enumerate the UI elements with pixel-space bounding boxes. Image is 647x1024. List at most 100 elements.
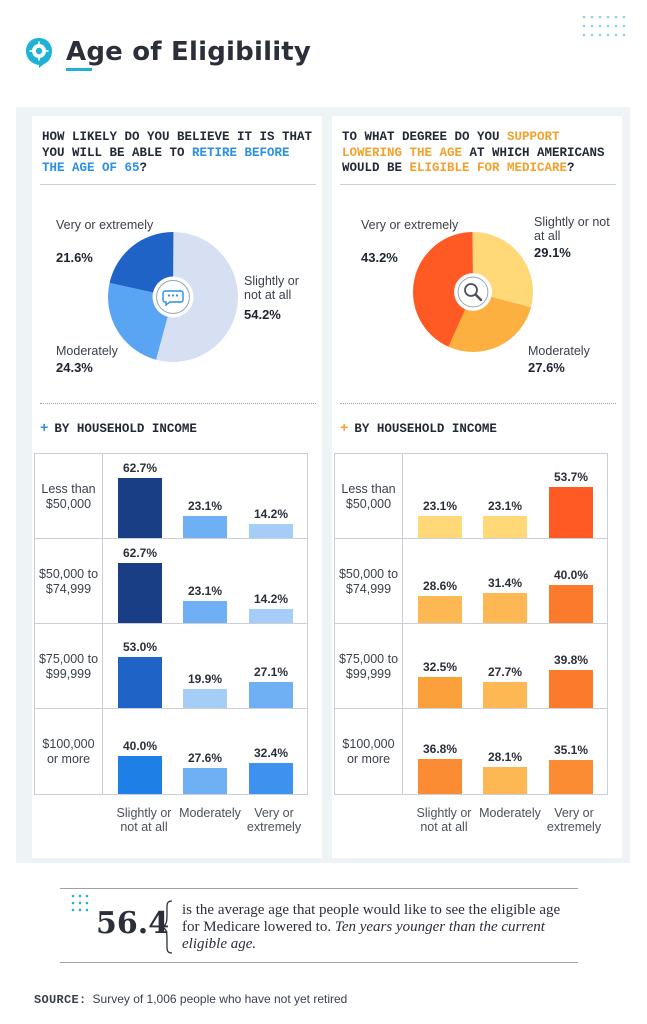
bar-value-label: 14.2% (253, 592, 289, 607)
right-by-income-heading: + BY HOUSEHOLD INCOME (340, 421, 497, 437)
column-label: Slightly or not at all (416, 806, 472, 834)
column-label: Very or extremely (546, 806, 602, 834)
divider (340, 184, 616, 185)
pie-slice-moderately (108, 282, 168, 360)
bar-value-label: 40.0% (553, 567, 589, 582)
column-label: Moderately (479, 806, 541, 820)
left-card: HOW LIKELY DO YOU BELIEVE IT IS THAT YOU… (32, 116, 322, 858)
bar-moderately (483, 681, 527, 708)
bar-moderately (183, 767, 227, 794)
left-donut-chart (108, 232, 239, 362)
right-pie-value-slightly: 29.1% (534, 245, 571, 260)
stat-description: is the average age that people would lik… (182, 902, 561, 952)
pie-slice-slightly-or-not-at-all (473, 232, 533, 308)
bar-slightly-or-not-at-all (418, 676, 462, 708)
right-pie-label-very: Very or extremely (361, 218, 459, 232)
bar-very-or-extremely (249, 609, 293, 623)
income-row: $75,000 to $99,999 53.0% 19.9% 27.1% (35, 624, 307, 709)
left-pie-value-very: 21.6% (56, 250, 93, 265)
income-row-label: $50,000 to $74,999 (335, 539, 403, 624)
left-pie-label-very: Very or extremely (56, 218, 154, 232)
dotted-divider (340, 403, 616, 404)
bar-moderately (183, 600, 227, 623)
right-card: TO WHAT DEGREE DO YOU SUPPORT LOWERING T… (332, 116, 622, 858)
bar-value-label: 14.2% (253, 507, 289, 522)
income-row: $50,000 to $74,999 28.6% 31.4% 40.0% (335, 539, 607, 624)
bar-slightly-or-not-at-all (118, 478, 162, 538)
column-label: Moderately (179, 806, 241, 820)
bar-very-or-extremely (549, 584, 593, 623)
bar-very-or-extremely (549, 486, 593, 538)
stat-bottom-rule (60, 962, 578, 963)
decorative-dots (71, 894, 89, 912)
bar-very-or-extremely (249, 763, 293, 794)
brace-icon (160, 900, 173, 954)
bar-value-label: 62.7% (122, 546, 158, 560)
bar-slightly-or-not-at-all (418, 758, 462, 794)
bar-value-label: 23.1% (487, 498, 523, 513)
income-row-label: $100,000 or more (35, 709, 103, 794)
income-row: Less than $50,000 62.7% 23.1% 14.2% (35, 454, 307, 539)
bar-slightly-or-not-at-all (418, 515, 462, 538)
left-pie-label-slightly: Slightly or not at all (244, 274, 299, 302)
bar-value-label: 39.8% (553, 652, 589, 667)
divider (40, 184, 316, 185)
income-row-label: $50,000 to $74,999 (35, 539, 103, 624)
left-pie-value-slightly: 54.2% (244, 307, 281, 322)
dotted-divider (40, 403, 316, 404)
bar-very-or-extremely (249, 682, 293, 708)
bar-value-label: 53.0% (122, 640, 158, 655)
bar-value-label: 23.1% (187, 498, 223, 513)
pie-slice-moderately (448, 296, 532, 352)
bar-value-label: 27.1% (253, 665, 289, 680)
bar-value-label: 31.4% (487, 575, 523, 590)
plus-icon: + (40, 421, 49, 437)
right-question: TO WHAT DEGREE DO YOU SUPPORT LOWERING T… (342, 130, 605, 175)
left-question: HOW LIKELY DO YOU BELIEVE IT IS THAT YOU… (42, 130, 313, 175)
right-pie-value-very: 43.2% (361, 250, 398, 265)
pie-slice-very-or-extremely (413, 232, 473, 347)
header: Age of Eligibility (22, 30, 311, 74)
left-by-income-heading: + BY HOUSEHOLD INCOME (40, 421, 197, 437)
bar-moderately (483, 767, 527, 794)
income-row-label: $75,000 to $99,999 (35, 624, 103, 709)
bar-moderately (183, 688, 227, 708)
income-row: Less than $50,000 23.1% 23.1% 53.7% (335, 454, 607, 539)
left-pie-value-moderately: 24.3% (56, 360, 93, 375)
income-row-label: Less than $50,000 (35, 454, 103, 539)
right-pie-label-moderately: Moderately (528, 344, 590, 358)
magnifier-icon (457, 276, 489, 308)
income-row: $75,000 to $99,999 32.5% 27.7% 39.8% (335, 624, 607, 709)
bar-slightly-or-not-at-all (118, 755, 162, 794)
column-label: Slightly or not at all (116, 806, 172, 834)
income-row: $100,000 or more 36.8% 28.1% 35.1% (335, 709, 607, 794)
pie-slice-very-or-extremely (109, 232, 174, 293)
bar-value-label: 23.1% (187, 583, 223, 598)
bar-very-or-extremely (549, 760, 593, 794)
left-pie-label-moderately: Moderately (56, 344, 118, 358)
bar-very-or-extremely (249, 524, 293, 538)
stat-top-rule (60, 888, 578, 889)
bar-value-label: 35.1% (553, 743, 589, 758)
bar-value-label: 36.8% (422, 741, 458, 756)
right-donut-chart (413, 232, 533, 352)
bar-value-label: 32.5% (422, 659, 458, 674)
source-note: SOURCE: Survey of 1,006 people who have n… (34, 992, 348, 1007)
bar-moderately (483, 515, 527, 538)
bar-value-label: 28.1% (487, 750, 523, 765)
bar-value-label: 28.6% (422, 578, 458, 593)
bar-value-label: 62.7% (122, 461, 158, 475)
bar-value-label: 53.7% (553, 469, 589, 484)
bar-moderately (483, 592, 527, 623)
right-income-bar-chart: Less than $50,000 23.1% 23.1% 53.7% $50,000 … (334, 453, 608, 795)
decorative-dots (582, 15, 626, 37)
bar-value-label: 40.0% (122, 738, 158, 753)
income-row-label: Less than $50,000 (335, 454, 403, 539)
bar-value-label: 27.6% (187, 750, 223, 765)
bar-slightly-or-not-at-all (118, 657, 162, 708)
chat-bubble-icon (156, 280, 190, 314)
bar-slightly-or-not-at-all (118, 563, 162, 623)
column-label: Very or extremely (246, 806, 302, 834)
income-row: $100,000 or more 40.0% 27.6% 32.4% (35, 709, 307, 794)
bar-slightly-or-not-at-all (418, 595, 462, 623)
